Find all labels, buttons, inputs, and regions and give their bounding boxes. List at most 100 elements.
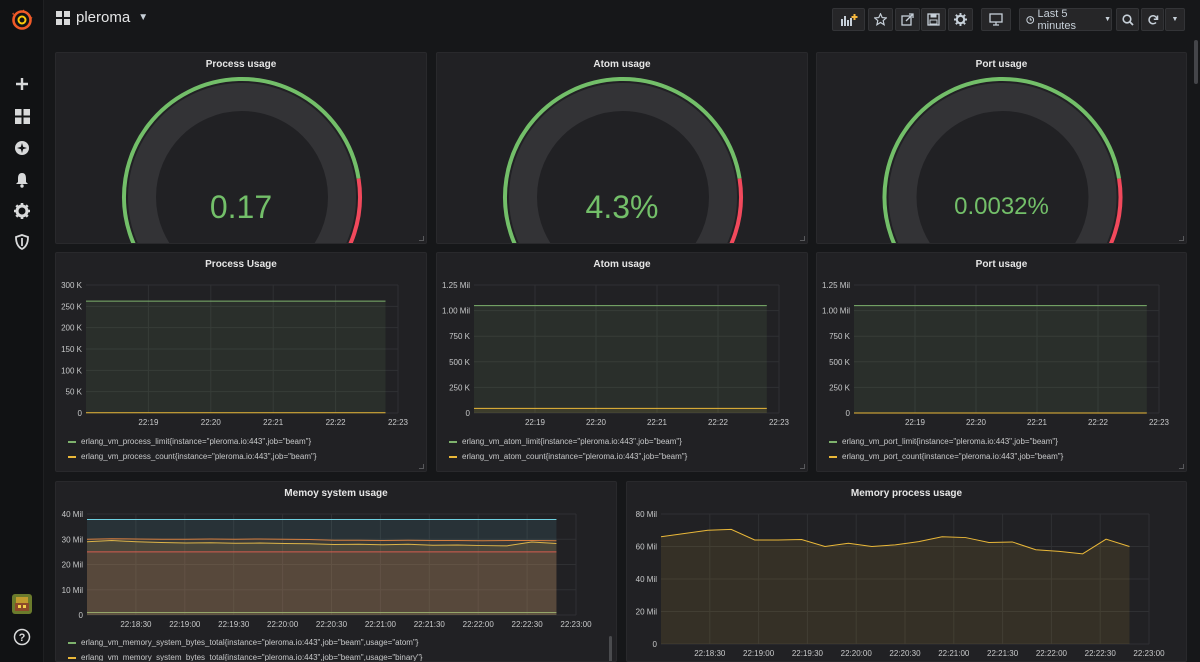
x-tick-label: 22:19:00 xyxy=(169,620,201,629)
panel-port-usage-graph[interactable]: Port usage 0 250 K 500 K 750 K 1.00 Mil 1.25 … xyxy=(816,252,1187,472)
svg-text:?: ? xyxy=(19,632,26,644)
compass-icon[interactable] xyxy=(6,134,38,162)
y-tick-label: 20 Mil xyxy=(636,608,658,617)
gauge-threshold-critical xyxy=(348,178,362,243)
save-button[interactable] xyxy=(921,8,946,31)
resize-handle[interactable] xyxy=(419,236,424,241)
series-line xyxy=(86,538,557,542)
page-scrollbar[interactable] xyxy=(1192,40,1200,662)
legend-item[interactable]: erlang_vm_port_count{instance="pleroma.i… xyxy=(829,449,1063,464)
share-button[interactable] xyxy=(895,8,920,31)
resize-handle[interactable] xyxy=(419,464,424,469)
legend-scrollbar[interactable] xyxy=(609,636,612,661)
y-tick-label: 1.25 Mil xyxy=(822,281,850,290)
shield-icon[interactable] xyxy=(6,228,38,256)
legend-swatch xyxy=(68,656,76,659)
y-tick-label: 50 K xyxy=(66,388,83,397)
y-tick-label: 0 xyxy=(79,611,84,620)
gauge-value: 0.0032% xyxy=(954,193,1049,220)
gauge-track xyxy=(509,83,737,243)
panel-atom-usage-gauge[interactable]: Atom usage 4.3% xyxy=(436,52,808,244)
x-tick-label: 22:22 xyxy=(708,418,729,427)
gauge-value: 0.17 xyxy=(209,189,273,225)
series-area xyxy=(854,305,1147,413)
legend-label: erlang_vm_process_count{instance="plerom… xyxy=(81,452,317,461)
legend-item[interactable]: erlang_vm_atom_count{instance="pleroma.i… xyxy=(449,449,687,464)
legend: erlang_vm_port_limit{instance="pleroma.i… xyxy=(829,434,1063,464)
x-tick-label: 22:21:00 xyxy=(938,649,970,658)
gauge-threshold-critical xyxy=(1108,178,1123,243)
series-area xyxy=(87,538,557,615)
x-tick-label: 22:22:30 xyxy=(1085,649,1117,658)
plus-icon[interactable] xyxy=(6,70,38,98)
legend-item[interactable]: erlang_vm_process_count{instance="plerom… xyxy=(68,449,317,464)
y-tick-label: 20 Mil xyxy=(62,561,84,570)
legend-swatch xyxy=(449,440,457,443)
gear-icon[interactable] xyxy=(6,197,38,225)
settings-button[interactable] xyxy=(948,8,973,31)
add-panel-button[interactable] xyxy=(832,8,865,31)
legend-item[interactable]: erlang_vm_memory_system_bytes_total{inst… xyxy=(68,650,423,662)
legend: erlang_vm_memory_system_bytes_total{inst… xyxy=(68,635,423,662)
time-series-chart: 0 250 K 500 K 750 K 1.00 Mil 1.25 Mil 22:19 22:… xyxy=(822,281,1170,427)
time-series-chart: 0 250 K 500 K 750 K 1.00 Mil 1.25 Mil 22:19 22:… xyxy=(442,281,790,427)
panel-process-usage-gauge[interactable]: Process usage 0.17 xyxy=(55,52,427,244)
legend-label: erlang_vm_atom_limit{instance="pleroma.i… xyxy=(462,437,682,446)
panel-memory-system-usage-graph[interactable]: Memoy system usage 0 10 Mil 20 Mil 30 Mil 40… xyxy=(55,481,617,662)
gauge-track xyxy=(128,83,356,243)
time-series-chart: 0 10 Mil 20 Mil 30 Mil 40 Mil 22:18:30 22:19:0… xyxy=(62,510,592,629)
legend-label: erlang_vm_process_limit{instance="plerom… xyxy=(81,437,312,446)
legend-item[interactable]: erlang_vm_port_limit{instance="pleroma.i… xyxy=(829,434,1063,449)
panel-title: Port usage xyxy=(975,59,1028,70)
gear-icon xyxy=(954,13,967,26)
caret-down-icon: ▼ xyxy=(1104,16,1111,23)
panel-port-usage-gauge[interactable]: Port usage 0.0032% xyxy=(816,52,1187,244)
x-tick-label: 22:23:00 xyxy=(560,620,592,629)
grafana-logo-icon[interactable] xyxy=(6,5,38,35)
x-tick-label: 22:22:00 xyxy=(463,620,495,629)
help-icon[interactable]: ? xyxy=(6,623,38,651)
legend-swatch xyxy=(68,641,76,644)
bell-icon[interactable] xyxy=(6,166,38,194)
legend-item[interactable]: erlang_vm_process_limit{instance="plerom… xyxy=(68,434,317,449)
y-tick-label: 30 Mil xyxy=(62,535,84,544)
gauge-threshold-critical xyxy=(729,178,743,243)
y-tick-label: 60 Mil xyxy=(636,543,658,552)
y-tick-label: 0 xyxy=(653,640,658,649)
star-button[interactable] xyxy=(868,8,893,31)
panel-title: Memory process usage xyxy=(850,488,963,499)
user-avatar[interactable] xyxy=(6,590,38,618)
legend-item[interactable]: erlang_vm_memory_system_bytes_total{inst… xyxy=(68,635,422,650)
y-tick-label: 0 xyxy=(78,409,83,418)
y-tick-label: 250 K xyxy=(449,383,471,392)
x-tick-label: 22:21 xyxy=(1027,418,1048,427)
x-tick-label: 22:21 xyxy=(647,418,668,427)
x-tick-label: 22:20 xyxy=(966,418,987,427)
x-tick-label: 22:20 xyxy=(201,418,222,427)
series-area xyxy=(87,540,557,615)
legend-item[interactable]: erlang_vm_atom_limit{instance="pleroma.i… xyxy=(449,434,687,449)
dashboards-icon[interactable] xyxy=(6,102,38,130)
resize-handle[interactable] xyxy=(800,464,805,469)
resize-handle[interactable] xyxy=(800,236,805,241)
legend-label: erlang_vm_memory_system_bytes_total{inst… xyxy=(81,653,423,662)
refresh-interval-button[interactable]: ▼ xyxy=(1165,8,1185,31)
gauge-chart xyxy=(503,77,743,243)
zoom-out-button[interactable] xyxy=(1116,8,1139,31)
panel-atom-usage-graph[interactable]: Atom usage 0 250 K 500 K 750 K 1.00 Mil 1.25 … xyxy=(436,252,808,472)
x-tick-label: 22:18:30 xyxy=(694,649,726,658)
page-scrollbar-thumb[interactable] xyxy=(1194,40,1198,84)
series-area xyxy=(474,408,767,413)
x-tick-label: 22:19 xyxy=(138,418,159,427)
time-picker-button[interactable]: Last 5 minutes ▼ xyxy=(1019,8,1112,32)
resize-handle[interactable] xyxy=(1179,464,1184,469)
resize-handle[interactable] xyxy=(1179,236,1184,241)
refresh-button[interactable] xyxy=(1141,8,1164,31)
tv-mode-button[interactable] xyxy=(981,8,1011,31)
add-panel-icon xyxy=(840,14,857,26)
share-icon xyxy=(901,13,914,26)
panel-process-usage-graph[interactable]: Process Usage 0 50 K 100 K 150 K 200 K 250 K 3… xyxy=(55,252,427,472)
dashboard-picker[interactable]: pleroma ▼ xyxy=(56,9,148,26)
panel-memory-process-usage-graph[interactable]: Memory process usage 0 20 Mil 40 Mil 60 Mil… xyxy=(626,481,1187,662)
